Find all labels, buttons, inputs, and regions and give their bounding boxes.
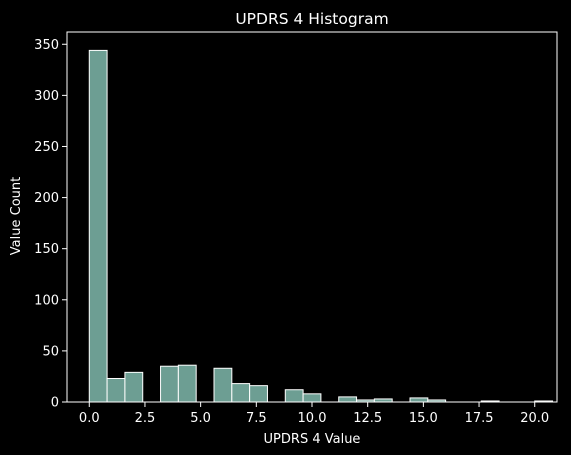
y-axis-ticks: 0 50 100 150 200 250 300 350 [34,38,67,411]
y-tick-label: 300 [34,89,59,104]
histogram-bar [177,364,197,403]
histogram-bar [338,396,358,403]
x-tick-label: 0.0 [79,411,100,426]
histogram-bar [284,389,304,403]
x-tick-label: 17.5 [465,411,494,426]
histogram-bar [213,367,233,403]
histogram-bar [124,371,144,403]
y-tick-label: 200 [34,191,59,206]
y-axis-label: Value Count [9,177,24,255]
x-tick-label: 20.0 [520,411,549,426]
histogram-bar [106,377,126,403]
y-tick-label: 100 [34,293,59,308]
x-tick-label: 15.0 [409,411,438,426]
histogram-bar [249,385,268,403]
x-tick-label: 10.0 [298,411,327,426]
histogram-bar [88,49,108,403]
x-tick-label: 2.5 [135,411,156,426]
histogram-bar [160,365,179,403]
y-tick-label: 50 [42,344,59,359]
histogram-bar [302,393,322,403]
x-tick-label: 5.0 [190,411,211,426]
histogram-bar [409,397,429,403]
y-tick-label: 250 [34,140,59,155]
chart-title: UPDRS 4 Histogram [235,10,388,28]
x-axis-label: UPDRS 4 Value [264,432,361,447]
y-tick-label: 0 [51,396,59,411]
histogram-bar [231,383,251,403]
x-tick-label: 12.5 [353,411,382,426]
x-tick-label: 7.5 [246,411,267,426]
x-axis-ticks: 0.0 2.5 5.0 7.5 10.0 12.5 15.0 17.5 20.0 [79,402,549,426]
y-tick-label: 350 [34,38,59,53]
y-tick-label: 150 [34,242,59,257]
bars-group [88,49,554,403]
